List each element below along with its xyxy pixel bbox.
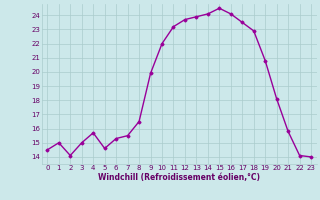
X-axis label: Windchill (Refroidissement éolien,°C): Windchill (Refroidissement éolien,°C) [98, 173, 260, 182]
